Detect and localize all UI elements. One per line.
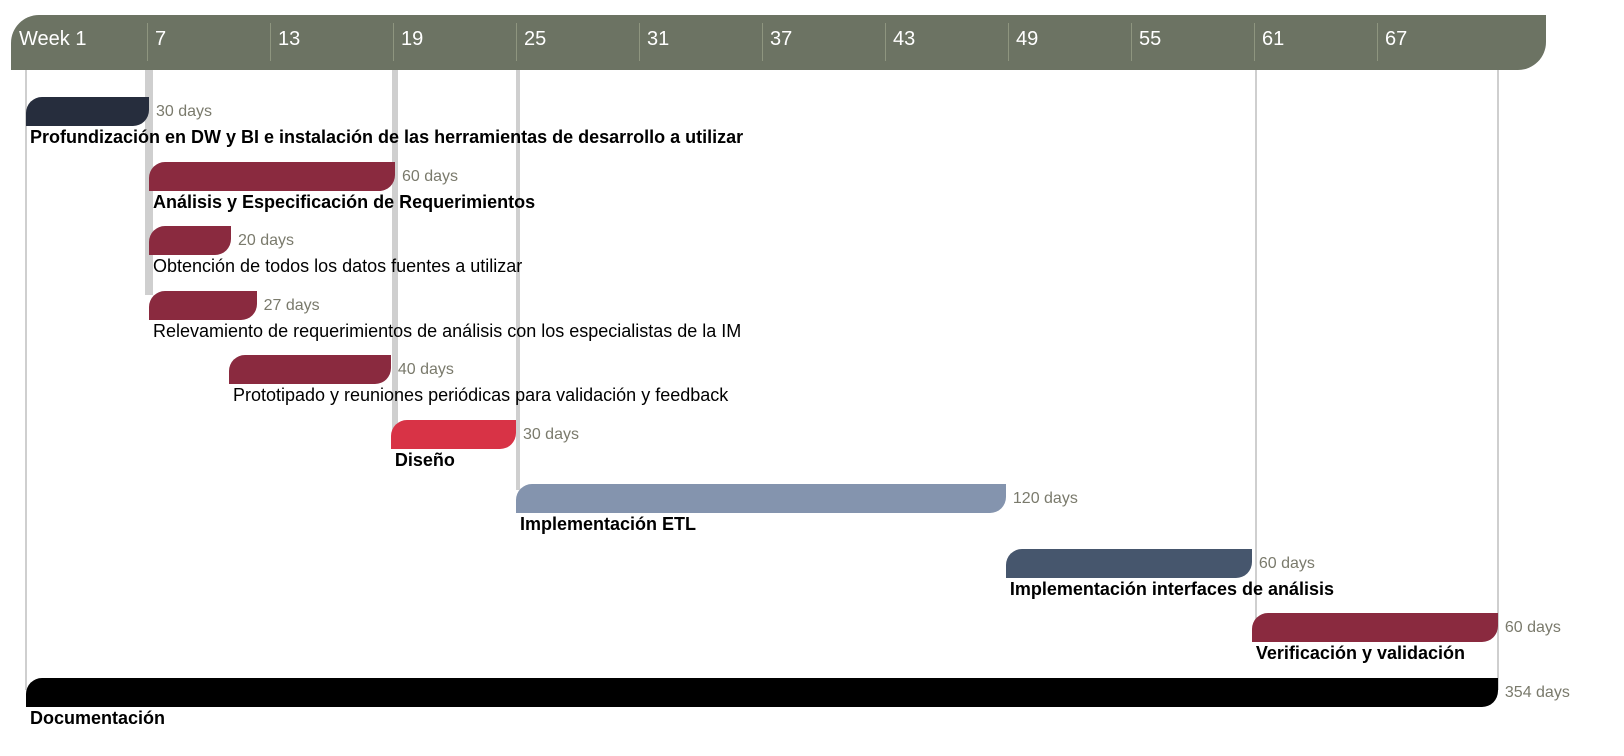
task-bar[interactable] — [1005, 548, 1252, 578]
task-duration-label: 30 days — [156, 103, 213, 120]
task-bar[interactable] — [390, 419, 516, 449]
header-separator — [1377, 23, 1378, 61]
dependency-line — [392, 70, 398, 440]
task-duration-label: 27 days — [263, 296, 320, 314]
task-name-label: Análisis y Especificación de Requerimien… — [153, 191, 536, 212]
dependency-line — [516, 70, 520, 490]
timeline-header: Week 1 7 13 19 25 31 37 43 49 55 61 67 — [11, 15, 1546, 70]
header-separator — [639, 23, 640, 61]
x-tick-label: 37 — [770, 28, 793, 50]
x-tick-label: Week 1 — [19, 28, 87, 50]
task-duration-label: 354 days — [1504, 683, 1570, 701]
task-name-label: Profundización en DW y BI e instalación … — [30, 127, 744, 147]
task-name-label: Obtención de todos los datos fuentes a u… — [153, 256, 523, 276]
header-separator — [516, 23, 517, 61]
header-separator — [1131, 23, 1132, 61]
header-separator — [393, 23, 394, 61]
task-duration-label: 60 days — [1258, 554, 1315, 572]
task-name-label: Implementación interfaces de análisis — [1009, 578, 1335, 599]
x-tick-label: 49 — [1016, 28, 1039, 50]
x-tick-label: 67 — [1385, 28, 1408, 50]
header-separator — [762, 23, 763, 61]
task-duration-label: 20 days — [238, 232, 295, 249]
x-tick-label: 31 — [647, 28, 670, 50]
task-name-label: Verificación y validación — [1255, 643, 1465, 663]
task-bar[interactable] — [149, 290, 257, 320]
header-separator — [147, 23, 148, 61]
x-tick-label: 7 — [155, 28, 167, 50]
task-bar[interactable] — [515, 484, 1006, 513]
header-separator — [885, 23, 886, 61]
task-bar[interactable] — [26, 677, 1498, 707]
task-bar[interactable] — [228, 355, 391, 384]
dependency-line — [1496, 70, 1499, 690]
task-bar[interactable] — [26, 97, 149, 126]
x-tick-label: 43 — [893, 28, 916, 50]
task-duration-label: 30 days — [522, 425, 579, 443]
task-name-label: Documentación — [30, 707, 166, 728]
x-tick-label: 61 — [1262, 28, 1285, 50]
task-bar[interactable] — [1251, 613, 1498, 642]
task-bar[interactable] — [149, 161, 395, 191]
task-name-label: Diseño — [394, 449, 455, 470]
header-separator — [1008, 23, 1009, 61]
x-tick-label: 55 — [1139, 28, 1162, 50]
header-separator — [1254, 23, 1255, 61]
task-name-label: Prototipado y reuniones periódicas para … — [232, 385, 729, 405]
task-name-label: Implementación ETL — [519, 514, 696, 534]
task-duration-label: 120 days — [1012, 490, 1078, 507]
x-tick-label: 19 — [401, 28, 424, 50]
task-duration-label: 60 days — [1504, 619, 1561, 636]
header-separator — [270, 23, 271, 61]
x-tick-label: 25 — [524, 28, 547, 50]
task-duration-label: 40 days — [397, 361, 454, 378]
task-bar[interactable] — [149, 226, 231, 255]
task-name-label: Relevamiento de requerimientos de anális… — [153, 320, 742, 341]
x-tick-label: 13 — [278, 28, 301, 50]
task-duration-label: 60 days — [402, 167, 459, 185]
dependency-line — [1255, 70, 1257, 625]
dependency-line — [25, 70, 27, 690]
